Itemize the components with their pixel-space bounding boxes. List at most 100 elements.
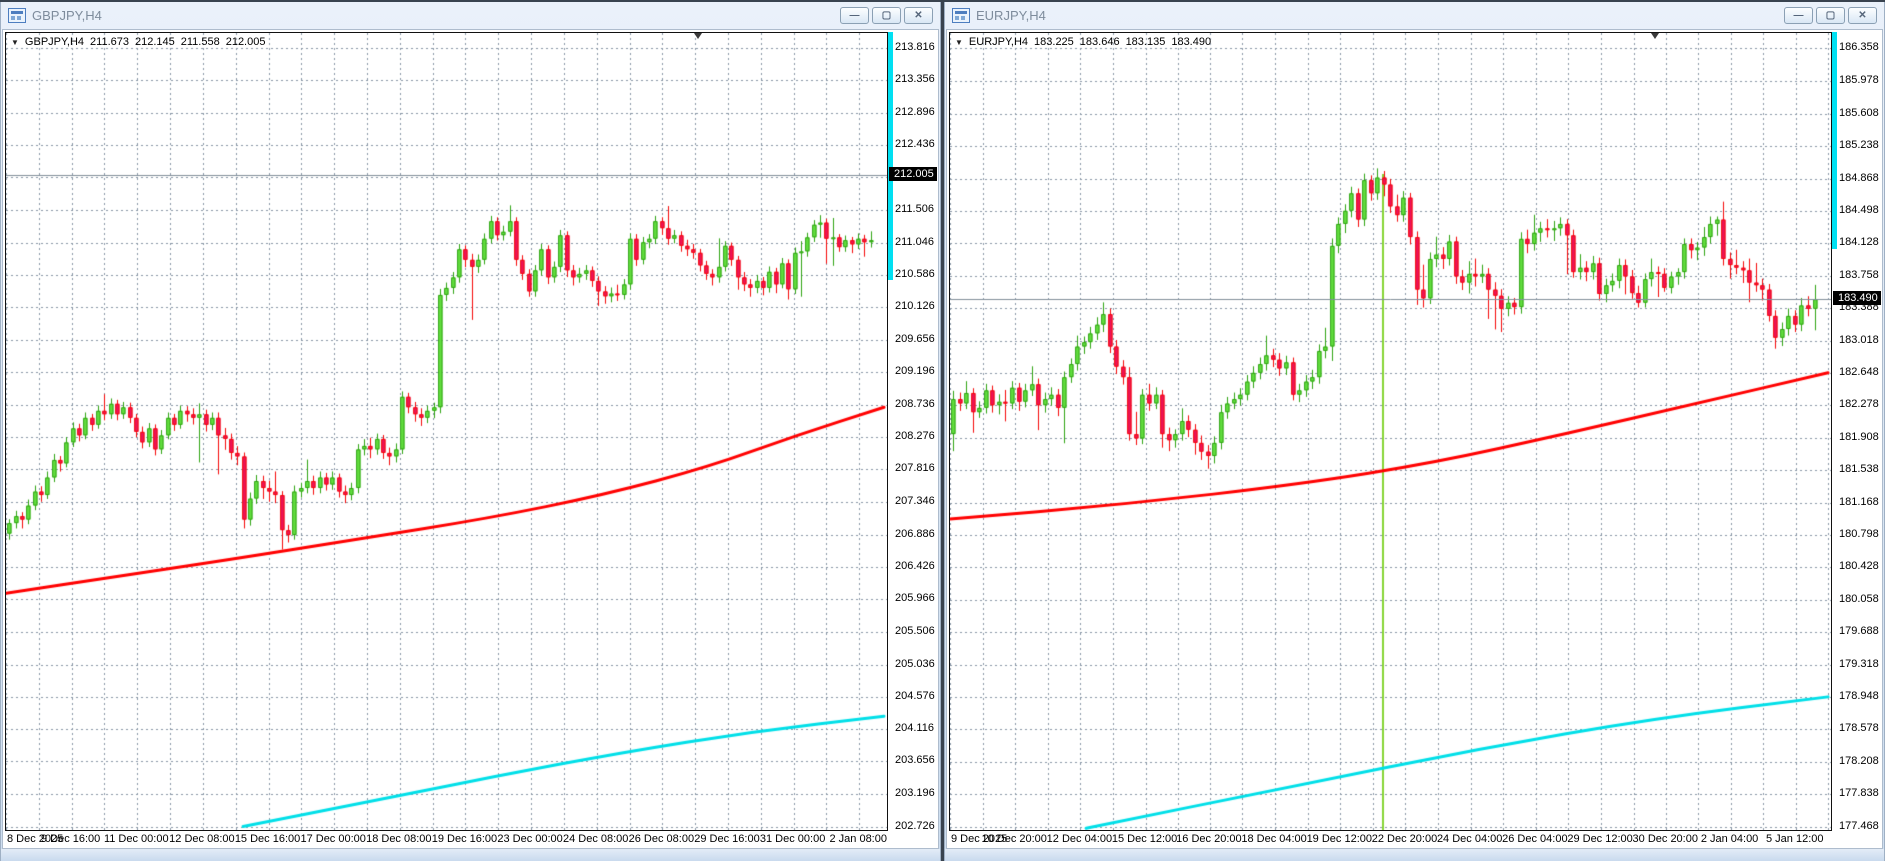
chart-window-gbpjpy: GBPJPY,H4 — ▢ ✕ ▼ GBPJPY,H4 211.673 212.… bbox=[0, 2, 941, 861]
date-tick-label: 2 Jan 04:00 bbox=[1700, 833, 1759, 845]
date-tick-label: 10 Dec 20:00 bbox=[981, 833, 1047, 845]
symbol-label: GBPJPY,H4 bbox=[24, 36, 85, 48]
window-bottom-frame bbox=[945, 849, 1884, 861]
date-tick-label: 19 Dec 16:00 bbox=[431, 833, 498, 845]
chart-canvas[interactable] bbox=[6, 33, 887, 830]
date-tick-label: 15 Dec 12:00 bbox=[1111, 833, 1178, 845]
price-tick-label: 180.428 bbox=[1839, 560, 1879, 573]
price-tick-label: 203.656 bbox=[895, 754, 935, 767]
high-value: 183.646 bbox=[1079, 36, 1120, 48]
minimize-button[interactable]: — bbox=[840, 7, 869, 24]
high-value: 212.145 bbox=[134, 36, 175, 48]
price-tick-label: 182.648 bbox=[1839, 365, 1879, 378]
date-tick-label: 11 Dec 00:00 bbox=[103, 833, 169, 845]
price-tick-label: 212.896 bbox=[895, 105, 935, 118]
price-tick-label: 178.578 bbox=[1839, 722, 1879, 735]
window-bottom-frame bbox=[1, 849, 940, 861]
window-buttons: — ▢ ✕ bbox=[1784, 7, 1877, 24]
chart-icon bbox=[952, 8, 970, 23]
date-tick-label: 12 Dec 08:00 bbox=[169, 833, 235, 845]
date-tick-label: 29 Dec 16:00 bbox=[694, 833, 760, 845]
ohlc-readout: ▼ GBPJPY,H4 211.673 212.145 211.558 212.… bbox=[11, 36, 265, 48]
candlestick-chart-gbpjpy[interactable]: ▼ GBPJPY,H4 211.673 212.145 211.558 212.… bbox=[5, 32, 888, 831]
chart-shift-marker-icon bbox=[694, 33, 703, 39]
price-tick-label: 180.058 bbox=[1839, 592, 1879, 605]
price-tick-label: 213.816 bbox=[895, 41, 935, 54]
price-tick-label: 207.816 bbox=[895, 462, 935, 475]
price-tick-label: 211.506 bbox=[895, 203, 934, 216]
date-tick-label: 17 Dec 00:00 bbox=[300, 833, 366, 845]
price-tick-label: 179.688 bbox=[1839, 625, 1879, 638]
chart-frame: ▼ EURJPY,H4 183.225 183.646 183.135 183.… bbox=[946, 29, 1883, 849]
open-value: 183.225 bbox=[1034, 36, 1074, 48]
titlebar-eurjpy[interactable]: EURJPY,H4 — ▢ ✕ bbox=[945, 2, 1884, 29]
price-tick-label: 205.966 bbox=[895, 592, 935, 605]
date-tick-label: 16 Dec 20:00 bbox=[1176, 833, 1242, 845]
price-tick-label: 185.608 bbox=[1839, 106, 1879, 119]
close-value: 183.490 bbox=[1171, 36, 1212, 48]
price-tick-label: 178.208 bbox=[1839, 754, 1879, 767]
date-tick-label: 8 Dec 2025 bbox=[7, 833, 64, 845]
restore-button[interactable]: ▢ bbox=[1816, 7, 1845, 24]
window-title: GBPJPY,H4 bbox=[32, 8, 102, 23]
close-value: 212.005 bbox=[225, 36, 266, 48]
date-tick-label: 23 Dec 00:00 bbox=[497, 833, 563, 845]
date-tick-label: 18 Dec 04:00 bbox=[1241, 833, 1307, 845]
candlestick-chart-eurjpy[interactable]: ▼ EURJPY,H4 183.225 183.646 183.135 183.… bbox=[949, 32, 1832, 831]
price-tick-label: 183.758 bbox=[1839, 268, 1879, 281]
chevron-down-icon[interactable]: ▼ bbox=[955, 37, 963, 47]
price-tick-label: 178.948 bbox=[1839, 690, 1879, 703]
price-tick-label: 205.506 bbox=[895, 624, 935, 637]
chart-canvas[interactable] bbox=[950, 33, 1831, 830]
axis-range-highlight bbox=[1832, 32, 1837, 250]
date-tick-label: 26 Dec 08:00 bbox=[628, 833, 695, 845]
price-axis[interactable]: 213.816 213.356 212.896 212.436 211.506 211.0… bbox=[888, 32, 938, 832]
price-tick-label: 184.868 bbox=[1839, 171, 1879, 184]
date-tick-label: 24 Dec 08:00 bbox=[562, 833, 629, 845]
chart-icon bbox=[8, 8, 26, 23]
date-tick-label: 22 Dec 20:00 bbox=[1371, 833, 1438, 845]
date-tick-label: 2 Jan 08:00 bbox=[829, 833, 887, 845]
price-axis[interactable]: 186.358 185.978 185.608 185.238 184.868 184.4… bbox=[1832, 32, 1882, 832]
symbol-label: EURJPY,H4 bbox=[968, 36, 1029, 48]
date-tick-label: 12 Dec 04:00 bbox=[1046, 833, 1113, 845]
price-tick-label: 207.346 bbox=[895, 495, 935, 508]
close-button[interactable]: ✕ bbox=[1848, 7, 1877, 24]
price-tick-label: 184.498 bbox=[1839, 203, 1879, 216]
price-tick-label: 208.276 bbox=[895, 430, 935, 443]
date-tick-label: 31 Dec 00:00 bbox=[759, 833, 826, 845]
price-tick-label: 211.046 bbox=[895, 235, 934, 248]
low-value: 211.558 bbox=[180, 36, 220, 48]
price-tick-label: 184.128 bbox=[1839, 236, 1879, 249]
date-tick-label: 9 Dec 16:00 bbox=[40, 833, 101, 845]
price-tick-label: 204.116 bbox=[895, 722, 934, 735]
date-tick-label: 24 Dec 04:00 bbox=[1436, 833, 1503, 845]
close-button[interactable]: ✕ bbox=[904, 7, 933, 24]
ohlc-readout: ▼ EURJPY,H4 183.225 183.646 183.135 183.… bbox=[955, 36, 1211, 48]
date-tick-label: 26 Dec 04:00 bbox=[1502, 833, 1568, 845]
restore-button[interactable]: ▢ bbox=[872, 7, 901, 24]
titlebar-gbpjpy[interactable]: GBPJPY,H4 — ▢ ✕ bbox=[1, 2, 940, 29]
date-tick-label: 15 Dec 16:00 bbox=[234, 833, 301, 845]
chevron-down-icon[interactable]: ▼ bbox=[11, 37, 19, 47]
date-axis[interactable]: 9 Dec 2025 10 Dec 20:00 12 Dec 04:00 15 Dec… bbox=[949, 831, 1882, 848]
price-tick-label: 205.036 bbox=[895, 657, 935, 670]
window-buttons: — ▢ ✕ bbox=[840, 7, 933, 24]
price-tick-label: 180.798 bbox=[1839, 528, 1879, 541]
price-tick-label: 182.278 bbox=[1839, 398, 1879, 411]
axis-range-highlight bbox=[888, 32, 893, 280]
date-tick-label: 5 Jan 12:00 bbox=[1766, 833, 1824, 845]
date-axis[interactable]: 8 Dec 2025 9 Dec 16:00 11 Dec 00:00 12 Dec … bbox=[5, 831, 938, 848]
price-tick-label: 210.126 bbox=[895, 300, 935, 313]
price-tick-label: 181.908 bbox=[1839, 430, 1879, 443]
price-tick-label: 202.726 bbox=[895, 819, 935, 832]
price-tick-label: 177.838 bbox=[1839, 787, 1879, 800]
minimize-button[interactable]: — bbox=[1784, 7, 1813, 24]
price-tick-label: 209.656 bbox=[895, 333, 935, 346]
date-tick-label: 29 Dec 12:00 bbox=[1567, 833, 1633, 845]
low-value: 183.135 bbox=[1125, 36, 1166, 48]
chart-shift-marker-icon bbox=[1650, 33, 1659, 39]
price-tick-label: 177.468 bbox=[1839, 819, 1879, 832]
price-tick-label: 183.018 bbox=[1839, 333, 1879, 346]
